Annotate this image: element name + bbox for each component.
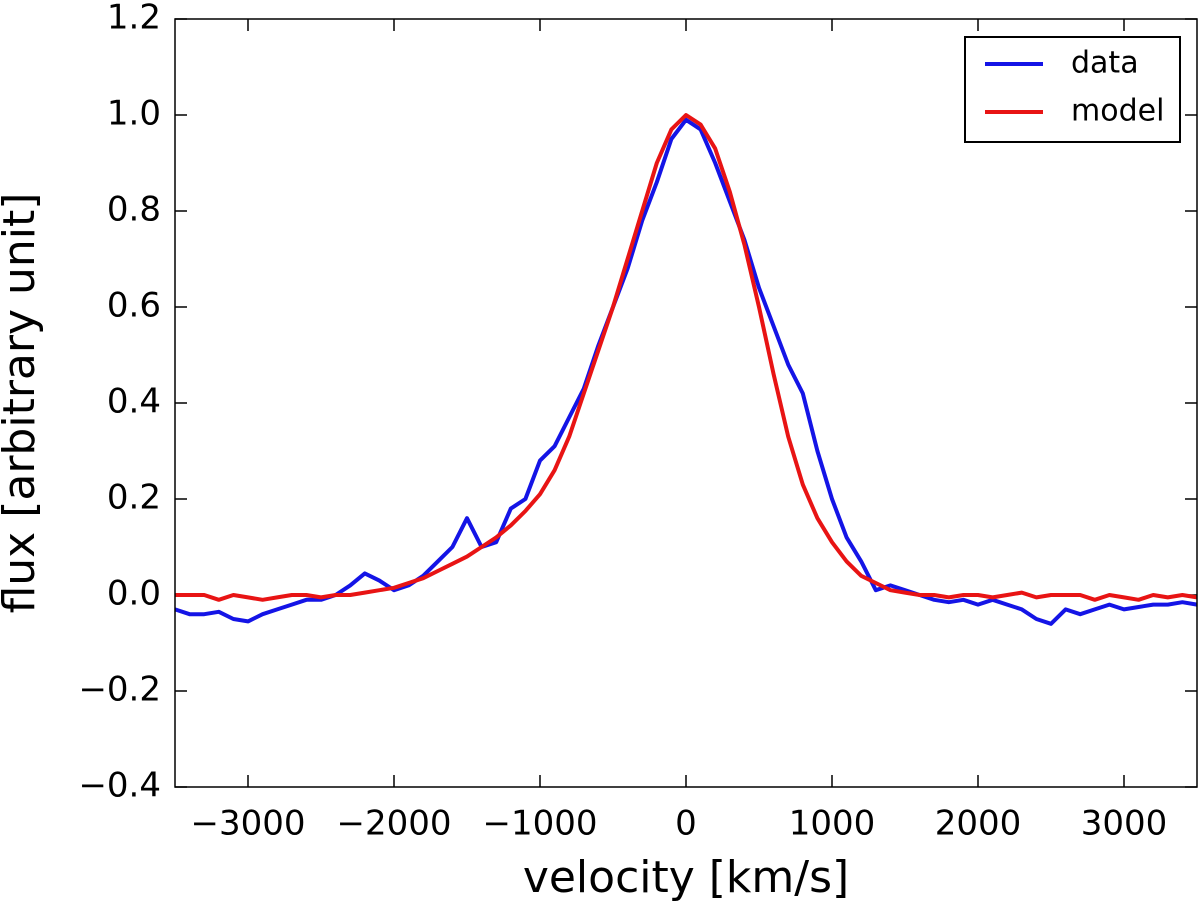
x-tick-label: −2000 <box>336 804 451 844</box>
series-line <box>175 113 1198 602</box>
x-tick-label: 3000 <box>1081 804 1168 844</box>
x-axis-label: velocity [km/s] <box>523 852 849 903</box>
x-tick-label: 1000 <box>789 804 876 844</box>
plot-frame <box>174 18 1198 788</box>
y-tick-label: 0.8 <box>107 190 161 230</box>
legend-label: data <box>1071 46 1139 81</box>
y-tick-label: −0.4 <box>78 766 161 806</box>
y-tick-label: −0.2 <box>78 670 161 710</box>
x-tick-label: −3000 <box>190 804 305 844</box>
x-tick-label: 0 <box>675 804 697 844</box>
x-tick-label: 2000 <box>935 804 1022 844</box>
y-tick-label: 0.6 <box>107 286 161 326</box>
y-tick-label: 1.2 <box>107 0 161 38</box>
y-tick-label: 0.0 <box>107 574 161 614</box>
y-tick-label: 0.4 <box>107 382 161 422</box>
x-tick-label: −1000 <box>482 804 597 844</box>
y-axis-label: flux [arbitrary unit] <box>0 193 45 614</box>
series-line <box>174 117 1198 626</box>
legend-label: model <box>1071 94 1164 129</box>
legend-box <box>964 36 1181 143</box>
y-tick-label: 0.2 <box>107 478 161 518</box>
y-tick-label: 1.0 <box>107 94 161 134</box>
